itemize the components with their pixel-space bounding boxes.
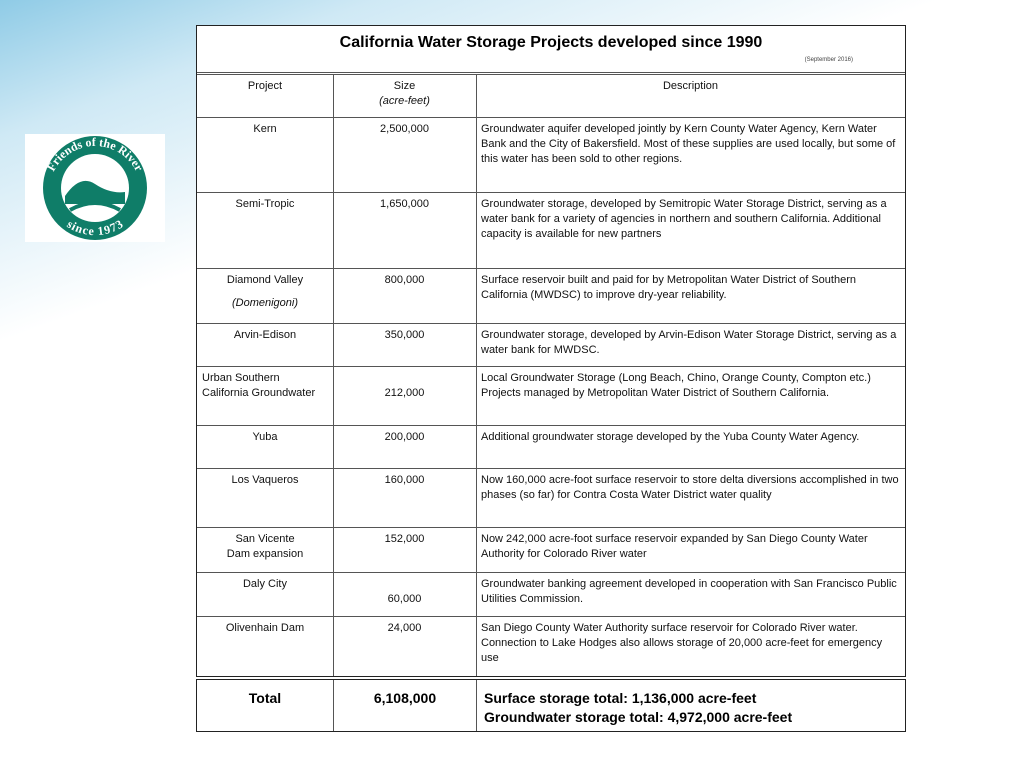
project: Olivenhain Dam xyxy=(225,622,305,634)
description: Groundwater storage, developed by Semitr… xyxy=(481,198,887,240)
total-row: Total 6,108,000 Surface storage total: 1… xyxy=(196,679,906,732)
size: 212,000 xyxy=(384,387,425,399)
description: Local Groundwater Storage (Long Beach, C… xyxy=(481,372,871,399)
divider xyxy=(333,680,334,731)
divider xyxy=(197,366,905,367)
divider xyxy=(333,74,334,676)
project: Los Vaqueros xyxy=(231,474,299,486)
header-description: Description xyxy=(662,80,719,92)
description: Groundwater banking agreement developed … xyxy=(481,578,897,605)
project: Yuba xyxy=(252,431,278,443)
size: 200,000 xyxy=(384,431,425,443)
divider xyxy=(197,268,905,269)
divider xyxy=(197,323,905,324)
size: 160,000 xyxy=(384,474,425,486)
divider xyxy=(197,616,905,617)
size: 24,000 xyxy=(387,622,422,634)
description: Now 160,000 acre-foot surface reservoir … xyxy=(481,474,899,501)
divider xyxy=(476,74,477,676)
divider xyxy=(197,425,905,426)
project: Diamond Valley xyxy=(226,274,304,286)
table: California Water Storage Projects develo… xyxy=(196,25,906,677)
project-note: (Domenigoni) xyxy=(231,297,299,309)
divider xyxy=(197,572,905,573)
size: 1,650,000 xyxy=(380,198,429,210)
logo: Friends of the River since 1973 xyxy=(25,134,165,242)
logo-bottom: since 1973 xyxy=(65,217,126,238)
total-surface: Surface storage total: 1,136,000 acre-fe… xyxy=(484,690,757,706)
total-size: 6,108,000 xyxy=(373,690,437,706)
project: Urban Southern California Groundwater xyxy=(202,372,316,399)
divider xyxy=(197,527,905,528)
divider xyxy=(197,72,905,73)
total-label: Total xyxy=(248,690,282,706)
total-groundwater: Groundwater storage total: 4,972,000 acr… xyxy=(484,709,793,725)
project: Arvin-Edison xyxy=(233,329,297,341)
description: Surface reservoir built and paid for by … xyxy=(481,274,856,301)
divider xyxy=(476,680,477,731)
divider xyxy=(197,117,905,118)
header-project: Project xyxy=(247,80,283,92)
project: Kern xyxy=(253,123,277,135)
size: 800,000 xyxy=(384,274,425,286)
header-size-unit: (acre-feet) xyxy=(379,95,430,107)
size: 350,000 xyxy=(384,329,425,341)
divider xyxy=(197,74,905,75)
header-size: Size xyxy=(393,80,416,92)
description: Groundwater aquifer developed jointly by… xyxy=(481,123,896,165)
description: Groundwater storage, developed by Arvin-… xyxy=(481,329,897,356)
size: 60,000 xyxy=(387,593,422,605)
size: 2,500,000 xyxy=(380,123,429,135)
project: Semi-Tropic xyxy=(235,198,295,210)
description: Additional groundwater storage developed… xyxy=(481,431,860,443)
svg-text:since 1973: since 1973 xyxy=(65,217,126,238)
date-note: (September 2016) xyxy=(804,57,853,63)
description: Now 242,000 acre-foot surface reservoir … xyxy=(481,533,868,560)
project: San Vicente Dam expansion xyxy=(226,533,304,560)
description: San Diego County Water Authority surface… xyxy=(481,622,883,664)
divider xyxy=(197,468,905,469)
divider xyxy=(197,192,905,193)
size: 152,000 xyxy=(384,533,425,545)
project: Daly City xyxy=(242,578,287,590)
title: California Water Storage Projects develo… xyxy=(339,34,763,51)
table-body: Project Size (acre-feet) Description Kern 2,5… xyxy=(197,26,905,676)
